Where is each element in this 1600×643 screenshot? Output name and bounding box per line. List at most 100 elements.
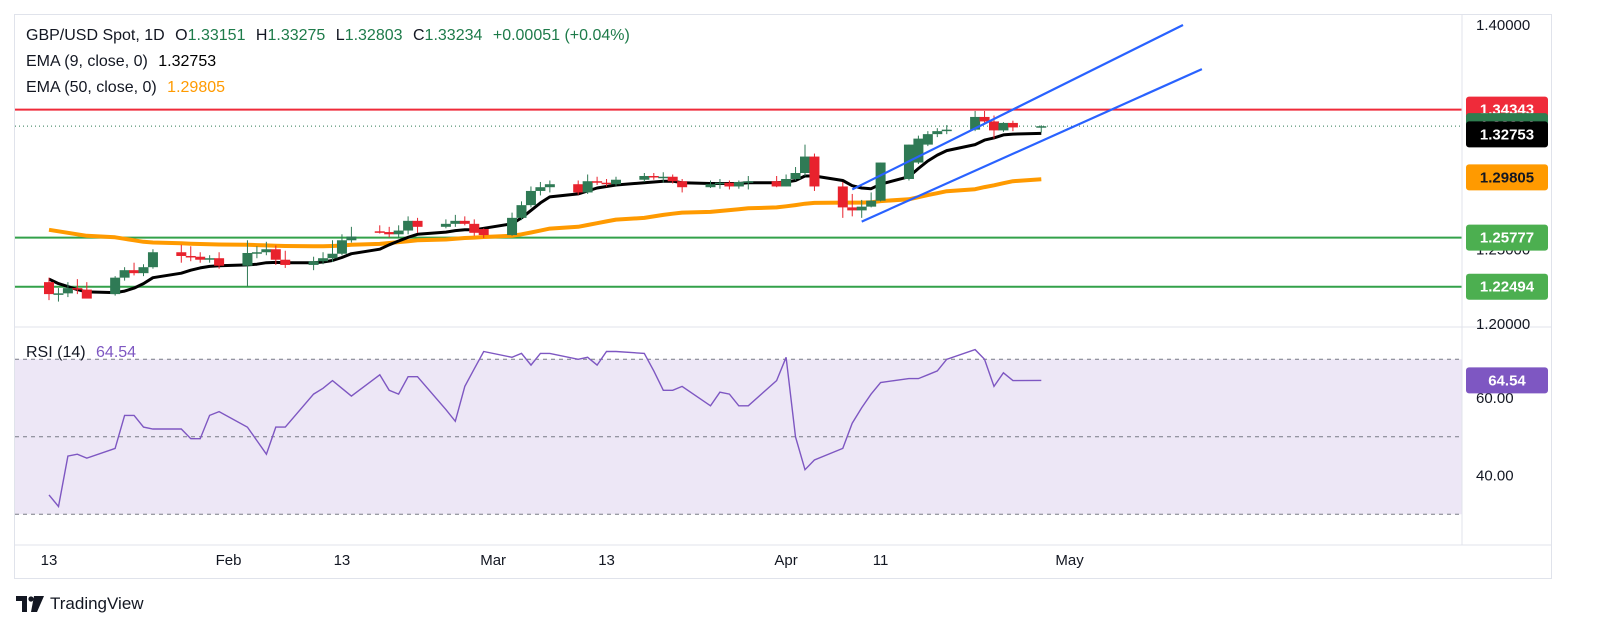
ema9-line[interactable] (48, 131, 1042, 295)
legend-high-value: 1.33275 (267, 27, 326, 44)
candle[interactable] (941, 125, 952, 135)
candle[interactable] (129, 262, 140, 276)
badge-ema50-label: 1.29805 (1480, 169, 1534, 186)
candle[interactable] (837, 181, 848, 218)
candle[interactable] (280, 250, 291, 268)
candle[interactable] (781, 174, 792, 187)
candle[interactable] (450, 214, 461, 227)
badge-support-2[interactable]: 1.22494 (1466, 273, 1548, 300)
candle[interactable] (771, 175, 782, 188)
candle[interactable] (346, 226, 357, 243)
candle[interactable] (998, 122, 1009, 132)
candle-body (308, 261, 319, 265)
candle[interactable] (44, 277, 54, 301)
candle[interactable] (374, 225, 385, 234)
candle[interactable] (724, 180, 735, 190)
candle[interactable] (733, 180, 744, 189)
candle[interactable] (242, 240, 253, 287)
candle[interactable] (932, 128, 943, 138)
candle[interactable] (469, 219, 480, 236)
rsi-line[interactable] (48, 348, 1042, 509)
candle[interactable] (866, 192, 877, 208)
candle[interactable] (138, 264, 149, 277)
candle[interactable] (336, 234, 347, 256)
candle[interactable] (507, 212, 518, 236)
candle[interactable] (743, 175, 754, 190)
candle[interactable] (856, 199, 867, 218)
candle-body (318, 258, 329, 262)
candle[interactable] (573, 180, 584, 195)
candle[interactable] (261, 241, 272, 256)
candle[interactable] (72, 279, 83, 295)
candle[interactable] (1036, 125, 1047, 133)
channel-lower-line[interactable] (861, 68, 1203, 223)
candle[interactable] (384, 226, 395, 238)
legend-rsi-label: RSI (14) (26, 344, 86, 361)
candle[interactable] (648, 173, 659, 180)
candle[interactable] (214, 252, 225, 269)
candle[interactable] (327, 240, 338, 262)
legend-rsi[interactable]: RSI (14) 64.54 (26, 344, 142, 362)
candle[interactable] (809, 153, 820, 191)
candle[interactable] (119, 267, 130, 281)
candle[interactable] (525, 186, 536, 208)
candle[interactable] (440, 219, 451, 229)
candle[interactable] (53, 288, 64, 302)
candle[interactable] (459, 216, 470, 226)
candle[interactable] (251, 246, 262, 259)
candle[interactable] (147, 249, 158, 269)
chart-frame (14, 14, 1552, 579)
channel-upper-line[interactable] (851, 24, 1184, 191)
candle[interactable] (875, 162, 886, 202)
candle[interactable] (270, 245, 281, 265)
candle[interactable] (979, 110, 990, 124)
candle[interactable] (714, 178, 725, 189)
candle[interactable] (62, 282, 73, 298)
badge-ema9[interactable]: 1.32753 (1466, 121, 1548, 148)
badge-rsi[interactable]: 64.54 (1466, 367, 1548, 394)
candle[interactable] (667, 174, 678, 184)
tradingview-brand-text: TradingView (50, 594, 144, 613)
candle[interactable] (204, 255, 215, 263)
candle[interactable] (922, 131, 933, 147)
candle[interactable] (81, 282, 92, 299)
badge-rsi-label: 64.54 (1488, 372, 1526, 389)
tradingview-logo[interactable]: TradingView (16, 594, 144, 614)
candle[interactable] (535, 181, 546, 196)
badge-ema9-bg (1466, 121, 1548, 148)
candle[interactable] (790, 167, 801, 181)
candle[interactable] (611, 176, 621, 186)
candle[interactable] (544, 180, 555, 193)
candle[interactable] (308, 256, 319, 271)
candle[interactable] (582, 174, 593, 194)
candle-body (280, 259, 291, 265)
candle[interactable] (847, 193, 858, 217)
candle[interactable] (176, 244, 187, 263)
candle[interactable] (677, 178, 688, 193)
candle[interactable] (412, 217, 423, 233)
candle[interactable] (913, 135, 924, 165)
badge-support-2-label: 1.22494 (1480, 279, 1535, 296)
candle[interactable] (800, 144, 810, 176)
candle[interactable] (601, 178, 612, 187)
candle[interactable] (403, 216, 414, 235)
badge-support-1[interactable]: 1.25777 (1466, 224, 1548, 251)
candle-body (516, 205, 527, 218)
candle[interactable] (185, 246, 196, 262)
legend-ema9[interactable]: EMA (9, close, 0) 1.32753 (26, 53, 222, 71)
candle[interactable] (393, 225, 404, 239)
candle[interactable] (110, 276, 121, 296)
candle[interactable] (1007, 120, 1018, 132)
candle[interactable] (639, 173, 650, 182)
candle[interactable] (592, 176, 603, 185)
candle[interactable] (705, 180, 716, 188)
candle[interactable] (516, 201, 527, 221)
candle[interactable] (658, 172, 669, 183)
badge-ema50[interactable]: 1.29805 (1466, 164, 1548, 191)
candle[interactable] (318, 252, 329, 265)
legend-open-value: 1.33151 (187, 27, 246, 44)
legend-ema50[interactable]: EMA (50, close, 0) 1.29805 (26, 79, 231, 97)
candle[interactable] (478, 228, 489, 239)
candle[interactable] (195, 252, 206, 263)
